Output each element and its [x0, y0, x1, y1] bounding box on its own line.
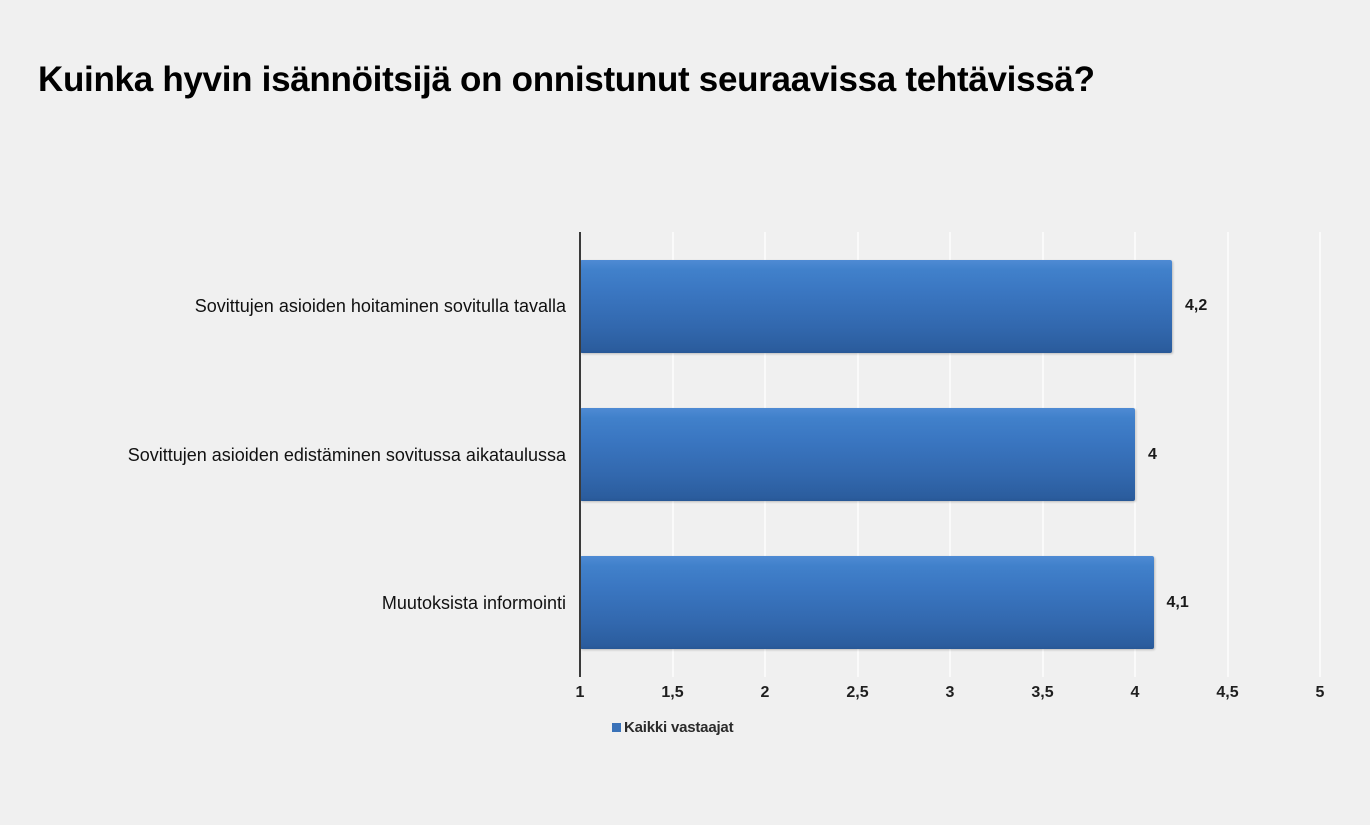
bar [580, 259, 1172, 353]
gridline [1319, 232, 1321, 677]
value-label: 4,1 [1166, 593, 1189, 611]
x-tick-label: 1 [575, 684, 585, 701]
value-label: 4 [1148, 445, 1157, 463]
bar [580, 556, 1154, 650]
bar [580, 408, 1135, 501]
legend: Kaikki vastaajat [612, 719, 734, 736]
x-tick-label: 1,5 [661, 684, 684, 701]
category-label: Muutoksista informointi [381, 592, 566, 613]
gridline [1134, 232, 1136, 677]
value-label: 4,2 [1185, 297, 1208, 315]
x-tick-label: 3 [945, 684, 955, 701]
x-tick-label: 2 [760, 684, 770, 701]
category-labels: Sovittujen asioiden hoitaminen sovitulla… [30, 232, 566, 677]
x-tick-label: 3,5 [1031, 684, 1054, 701]
legend-label: Kaikki vastaajat [624, 719, 734, 736]
y-axis-line [579, 232, 581, 677]
chart-title: Kuinka hyvin isännöitsijä on onnistunut … [38, 60, 1095, 99]
x-axis-tick-labels: 1 1,5 2 2,5 3 3,5 4 4,5 5 [576, 682, 1325, 704]
plot-area: 4,2 4 4,1 [579, 232, 1321, 677]
x-tick-label: 2,5 [846, 684, 869, 701]
x-tick-label: 5 [1315, 684, 1325, 701]
legend-color-swatch-icon [612, 723, 621, 732]
category-label: Sovittujen asioiden edistäminen sovituss… [127, 444, 566, 465]
category-label: Sovittujen asioiden hoitaminen sovitulla… [194, 296, 566, 317]
x-tick-label: 4,5 [1216, 684, 1239, 701]
gridline [1226, 232, 1229, 677]
x-tick-label: 4 [1130, 684, 1140, 701]
